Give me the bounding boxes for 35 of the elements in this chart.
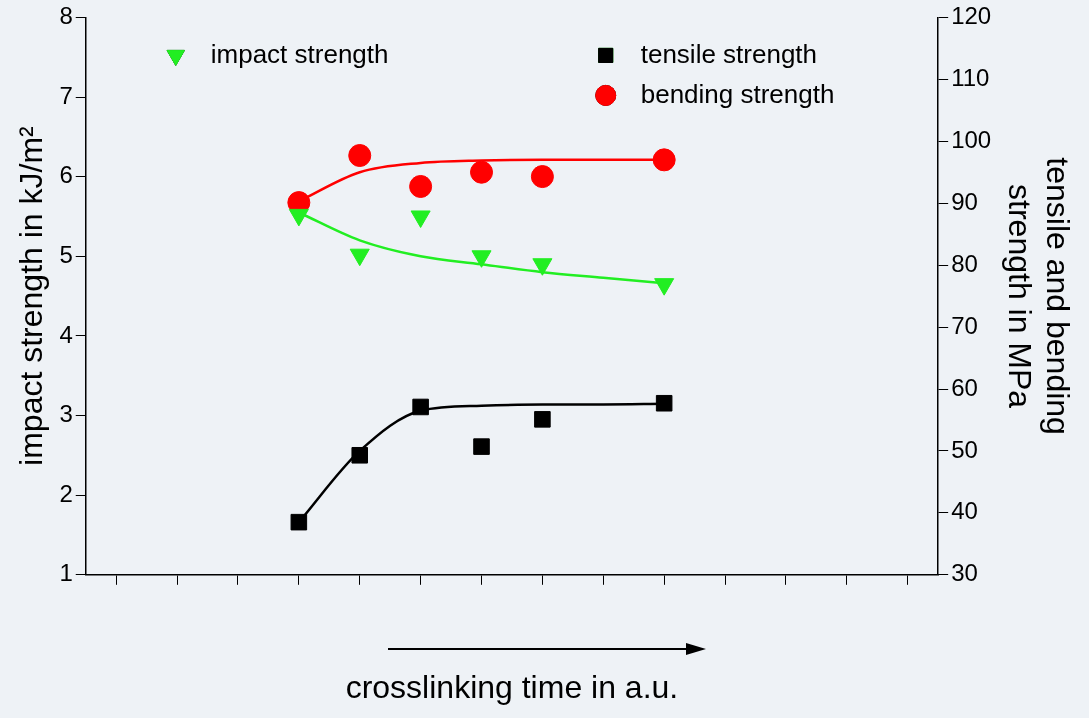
point — [348, 144, 372, 168]
point — [530, 165, 554, 189]
y2-tick-label: 110 — [951, 63, 990, 91]
y-tick-label: 7 — [59, 81, 73, 109]
y2-tick-label: 40 — [951, 497, 978, 525]
x-axis-title: crosslinking time in a.u. — [345, 668, 679, 705]
point — [290, 513, 308, 531]
y-tick-label: 5 — [59, 240, 73, 268]
y-axis-title: impact strength in kJ/m² — [13, 125, 50, 466]
y2-tick-label: 50 — [951, 435, 978, 463]
legend-label: tensile strength — [640, 38, 818, 69]
point — [351, 446, 369, 464]
point — [473, 438, 490, 455]
y-tick-label: 2 — [59, 479, 73, 507]
y2-tick-label: 100 — [951, 125, 992, 153]
y2-tick-label: 80 — [951, 249, 978, 277]
point — [412, 398, 429, 416]
y2-tick-label: 90 — [951, 187, 978, 215]
y2-tick-label: 60 — [951, 373, 978, 401]
y-tick-label: 6 — [59, 161, 73, 189]
y2-tick-label: 70 — [951, 311, 978, 339]
point — [652, 148, 676, 172]
point — [655, 394, 673, 412]
y-tick-label: 4 — [59, 320, 73, 348]
y2-tick-label: 30 — [951, 559, 978, 587]
legend-label: bending strength — [640, 78, 835, 109]
point — [470, 160, 494, 184]
y-tick-label: 1 — [59, 559, 73, 587]
y-tick-label: 3 — [59, 400, 73, 428]
legend-label: impact strength — [210, 38, 389, 69]
y2-axis-title: tensile and bending strength in MPa — [1001, 157, 1076, 435]
point — [409, 174, 433, 198]
y2-tick-label: 120 — [951, 2, 992, 30]
point — [534, 411, 551, 428]
y-tick-label: 8 — [59, 2, 73, 30]
